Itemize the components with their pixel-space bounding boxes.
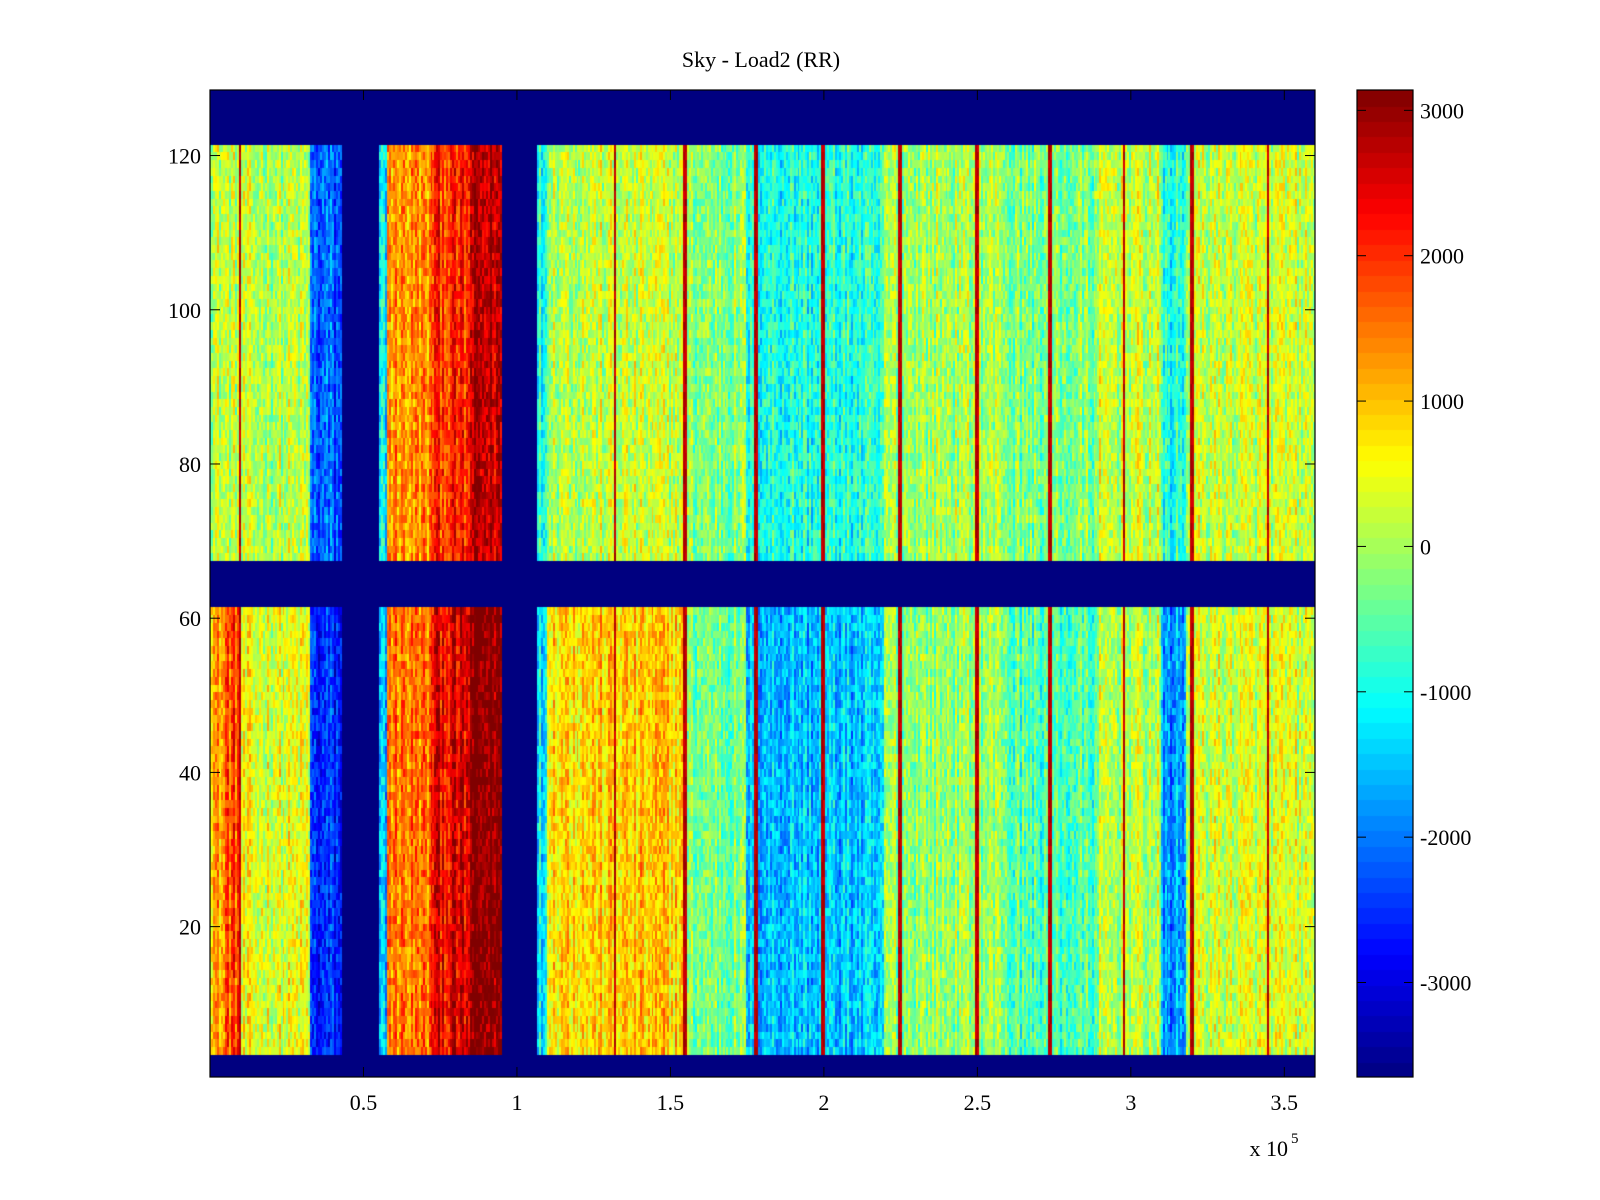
- x-tick-label: 3.5: [1271, 1090, 1299, 1115]
- x-tick-label: 1.5: [657, 1090, 685, 1115]
- x-axis: 0.5 1 1.5 2 2.5 3 3.5: [350, 90, 1298, 1115]
- colorbar-tick-label: 1000: [1420, 389, 1464, 414]
- colorbar-tick-label: -1000: [1420, 680, 1471, 705]
- colorbar-tick-label: 2000: [1420, 244, 1464, 269]
- x-tick-label: 2.5: [964, 1090, 992, 1115]
- y-tick-label: 100: [168, 298, 201, 323]
- y-tick-label: 120: [168, 144, 201, 169]
- x-multiplier-base: x 10: [1250, 1136, 1289, 1161]
- x-tick-label: 2: [818, 1090, 829, 1115]
- y-tick-label: 80: [179, 452, 201, 477]
- colorbar-tick-label: 0: [1420, 534, 1431, 559]
- colorbar-image: [1357, 90, 1413, 1077]
- x-tick-label: 3: [1125, 1090, 1136, 1115]
- colorbar-frame: [1356, 89, 1414, 1078]
- y-tick-label: 40: [179, 760, 201, 785]
- colorbar-tick-label: 3000: [1420, 98, 1464, 123]
- y-axis: 20 40 60 80 100 120: [168, 144, 1315, 940]
- y-tick-label: 60: [179, 606, 201, 631]
- colorbar-tick-label: -2000: [1420, 825, 1471, 850]
- colorbar-axis: 3000 2000 1000 0 -1000 -2000 -3000: [1357, 98, 1471, 996]
- x-tick-label: 0.5: [350, 1090, 378, 1115]
- x-multiplier: x 10: [1250, 1136, 1289, 1161]
- chart-title: Sky - Load2 (RR): [682, 47, 840, 72]
- x-tick-label: 1: [511, 1090, 522, 1115]
- heatmap-image: [210, 90, 1315, 1077]
- plot-frame: [209, 89, 1316, 1078]
- colorbar-tick-label: -3000: [1420, 971, 1471, 996]
- y-tick-label: 20: [179, 915, 201, 940]
- x-multiplier-exponent: 5: [1291, 1131, 1299, 1147]
